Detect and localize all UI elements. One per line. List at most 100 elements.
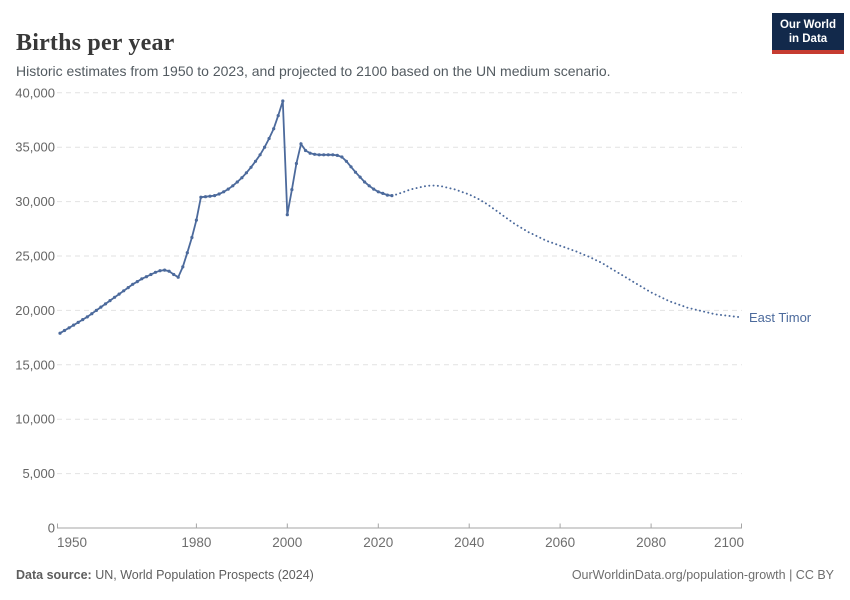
data-point [76,320,80,324]
data-point [290,188,294,192]
data-point [99,305,103,309]
data-point [317,153,321,157]
data-point [203,195,208,199]
data-point [244,171,248,175]
data-point [194,218,198,222]
data-point [381,191,385,195]
x-tick-label: 1980 [181,535,211,550]
page-title: Births per year [16,30,175,57]
y-tick-label: 10,000 [15,412,55,427]
x-tick-label: 2000 [272,535,302,550]
projection-line [390,184,743,319]
data-point [172,272,176,277]
data-point [58,331,62,335]
data-point [376,190,380,194]
data-point [199,195,203,199]
data-point [153,270,158,274]
data-point [294,161,298,166]
data-source-text: UN, World Population Prospects (2024) [91,568,314,582]
data-point [144,275,148,279]
data-point [344,159,348,163]
data-point [94,308,98,312]
data-point [363,180,367,184]
data-point [62,328,67,333]
data-point [140,277,144,281]
data-point [358,175,362,179]
data-point [158,269,162,273]
owid-logo-line2: in Data [788,33,828,45]
data-point [313,152,317,156]
data-point [181,265,185,269]
data-point [103,302,108,306]
y-tick-label: 40,000 [15,85,55,100]
data-point [308,151,312,155]
data-point [126,286,130,290]
chart-subtitle: Historic estimates from 1950 to 2023, an… [16,63,611,79]
y-tick-label: 15,000 [15,357,55,372]
y-tick-label: 0 [48,521,55,536]
data-point [131,282,135,286]
data-point [226,187,230,191]
data-point [231,184,235,188]
entity-label: East Timor [749,310,812,325]
data-source-label: Data source: [16,568,92,582]
data-point [335,153,339,157]
x-tick-label: 2020 [363,535,393,550]
data-point [222,190,226,194]
data-point [331,153,335,157]
x-tick-label: 1950 [57,535,87,550]
data-point [385,193,389,197]
data-point [176,275,180,279]
data-point [349,165,353,169]
data-point [285,213,289,217]
data-point [353,170,358,174]
data-point [276,114,280,118]
x-tick-label: 2040 [454,535,484,550]
data-point [299,142,303,146]
data-point [267,136,271,141]
data-point [303,148,308,153]
historic-line [59,100,392,334]
data-point [272,127,276,131]
data-point [167,269,171,273]
y-tick-label: 20,000 [15,303,55,318]
data-point [240,176,244,180]
owid-logo[interactable]: Our World in Data [772,13,844,54]
data-point [135,280,139,284]
data-point [367,184,371,188]
data-point [208,194,212,198]
data-point [185,251,189,255]
data-point [322,153,326,157]
data-point [340,155,344,159]
data-point [249,165,253,169]
data-point [263,145,267,149]
data-point [281,99,285,103]
data-point [117,292,121,296]
data-point [372,187,376,191]
y-tick-label: 35,000 [15,140,55,155]
data-point [85,315,89,319]
data-point [108,299,112,303]
data-point [149,272,153,277]
y-tick-label: 25,000 [15,249,55,264]
data-point [213,194,217,198]
credit-link[interactable]: OurWorldinData.org/population-growth | C… [571,568,834,582]
data-point [217,192,221,196]
data-point [163,268,167,272]
data-point [253,159,258,163]
data-point [235,180,239,184]
data-point [122,289,126,293]
y-tick-label: 5,000 [22,466,55,481]
data-point [72,323,76,327]
x-tick-label: 2100 [714,535,744,550]
data-point [326,153,330,157]
y-tick-label: 30,000 [15,194,55,209]
chart-footer: Data source: UN, World Population Prospe… [16,568,834,582]
x-tick-label: 2080 [636,535,666,550]
owid-logo-line1: Our World [779,19,836,31]
data-point [67,326,71,330]
data-point [81,318,85,322]
data-source: Data source: UN, World Population Prospe… [16,568,314,582]
